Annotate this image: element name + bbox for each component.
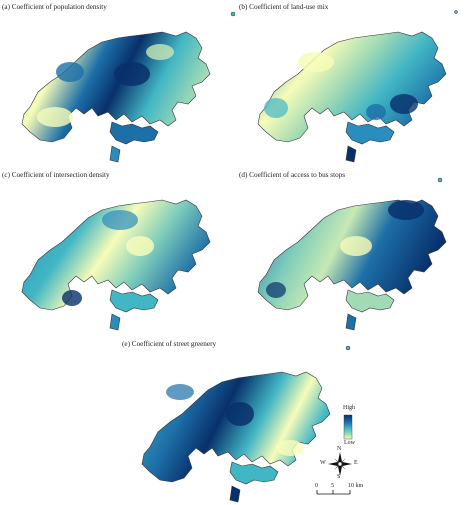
- map-panel-d: [257, 199, 447, 331]
- scale-tick-5: 5: [331, 483, 334, 489]
- legend-high-label: High: [343, 405, 355, 411]
- compass-s: S: [337, 474, 341, 480]
- compass-w: W: [320, 460, 326, 466]
- map-panel-a: [21, 31, 211, 163]
- panel-label-e: (e) Coefficient of street greenery: [122, 340, 217, 348]
- map-panel-c: [21, 199, 211, 331]
- legend-gradient-bar: [343, 414, 353, 440]
- compass-e: E: [354, 460, 358, 466]
- scale-bar: [316, 490, 351, 495]
- compass-icon: [328, 452, 352, 476]
- scale-tick-10: 10 km: [348, 483, 364, 489]
- panel-label-c: (c) Coefficient of intersection density: [2, 171, 110, 179]
- compass-n: N: [337, 446, 342, 452]
- panel-label-a: (a) Coefficient of population density: [2, 3, 107, 11]
- scale-tick-0: 0: [315, 483, 318, 489]
- legend-low-label: Low: [344, 440, 355, 446]
- map-panel-b: [257, 31, 447, 163]
- panel-label-b: (b) Coefficient of land-use mix: [239, 3, 329, 11]
- map-panel-e: [141, 371, 331, 503]
- outlying-islets: [230, 10, 458, 351]
- panel-label-d: (d) Coefficient of access to bus stops: [239, 171, 346, 179]
